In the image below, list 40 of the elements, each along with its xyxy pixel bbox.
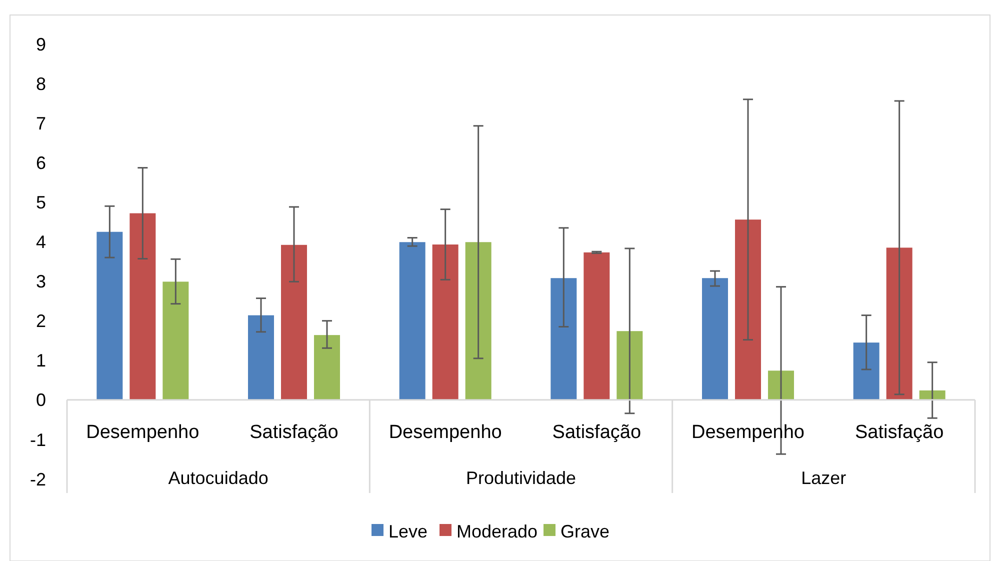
y-tick-label: -1 — [30, 430, 46, 450]
y-tick-label: 7 — [36, 113, 46, 134]
bar — [399, 242, 426, 400]
y-tick-label: 6 — [36, 152, 46, 173]
bar — [702, 278, 728, 400]
legend-label: Moderado — [456, 521, 538, 542]
bar — [768, 370, 794, 400]
x-tick-label: Satisfação — [250, 422, 338, 443]
y-tick-label: 4 — [36, 232, 46, 252]
y-tick-label: 2 — [36, 311, 46, 332]
y-tick-label: -2 — [30, 469, 46, 490]
bar — [550, 278, 577, 400]
bar — [162, 282, 189, 400]
bar — [248, 315, 274, 400]
annotation: Autocuidado — [168, 468, 268, 488]
x-tick-label: Satisfação — [552, 422, 642, 443]
y-tick-label: 0 — [36, 390, 46, 410]
y-tick-label: 9 — [36, 34, 46, 54]
y-tick-label: 5 — [36, 192, 46, 212]
annotation: Produtividade — [466, 468, 576, 488]
x-tick-label: Desempenho — [388, 422, 502, 443]
x-tick-label: Satisfação — [854, 422, 944, 443]
bar — [584, 252, 610, 400]
y-tick-label: 3 — [36, 272, 46, 292]
bar — [432, 244, 458, 400]
x-tick-label: Desempenho — [86, 422, 200, 443]
annotation: Lazer — [801, 468, 846, 488]
bar — [886, 248, 912, 400]
bar — [96, 232, 123, 400]
bar — [314, 335, 340, 400]
legend-label: Grave — [560, 521, 610, 542]
y-tick-label: 8 — [36, 74, 46, 94]
bar — [281, 244, 307, 400]
bar — [130, 213, 156, 400]
bar — [465, 242, 492, 400]
bar — [735, 220, 761, 400]
legend-label: Leve — [388, 521, 428, 542]
bar — [616, 331, 643, 400]
bar — [853, 342, 880, 400]
y-tick-label: 1 — [36, 350, 46, 371]
